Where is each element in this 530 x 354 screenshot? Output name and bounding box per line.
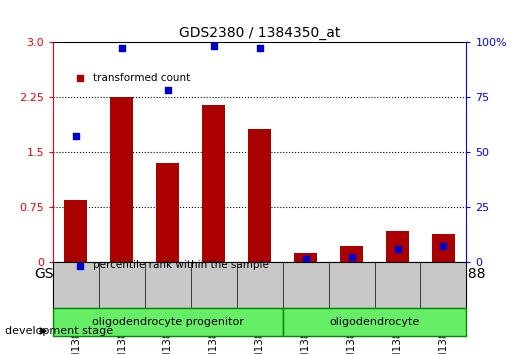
Bar xyxy=(432,234,455,262)
Bar xyxy=(386,231,409,262)
Text: percentile rank within the sample: percentile rank within the sample xyxy=(93,261,269,270)
Bar xyxy=(202,105,225,262)
Text: transformed count: transformed count xyxy=(93,73,190,83)
Bar xyxy=(340,246,363,262)
Point xyxy=(118,45,126,50)
Title: GDS2380 / 1384350_at: GDS2380 / 1384350_at xyxy=(179,26,340,40)
Point xyxy=(72,133,80,139)
Point xyxy=(209,43,218,49)
Bar xyxy=(156,163,179,262)
Bar xyxy=(248,129,271,262)
Point xyxy=(347,254,356,260)
Point xyxy=(439,243,448,249)
Point xyxy=(164,87,172,93)
Bar xyxy=(294,253,317,262)
Point xyxy=(255,45,264,50)
Text: oligodendrocyte progenitor: oligodendrocyte progenitor xyxy=(92,317,244,327)
Text: oligodendrocyte: oligodendrocyte xyxy=(330,317,420,327)
Point xyxy=(393,246,402,252)
Text: development stage: development stage xyxy=(5,326,113,336)
Bar xyxy=(65,200,87,262)
Bar xyxy=(110,97,134,262)
Point xyxy=(302,256,310,262)
